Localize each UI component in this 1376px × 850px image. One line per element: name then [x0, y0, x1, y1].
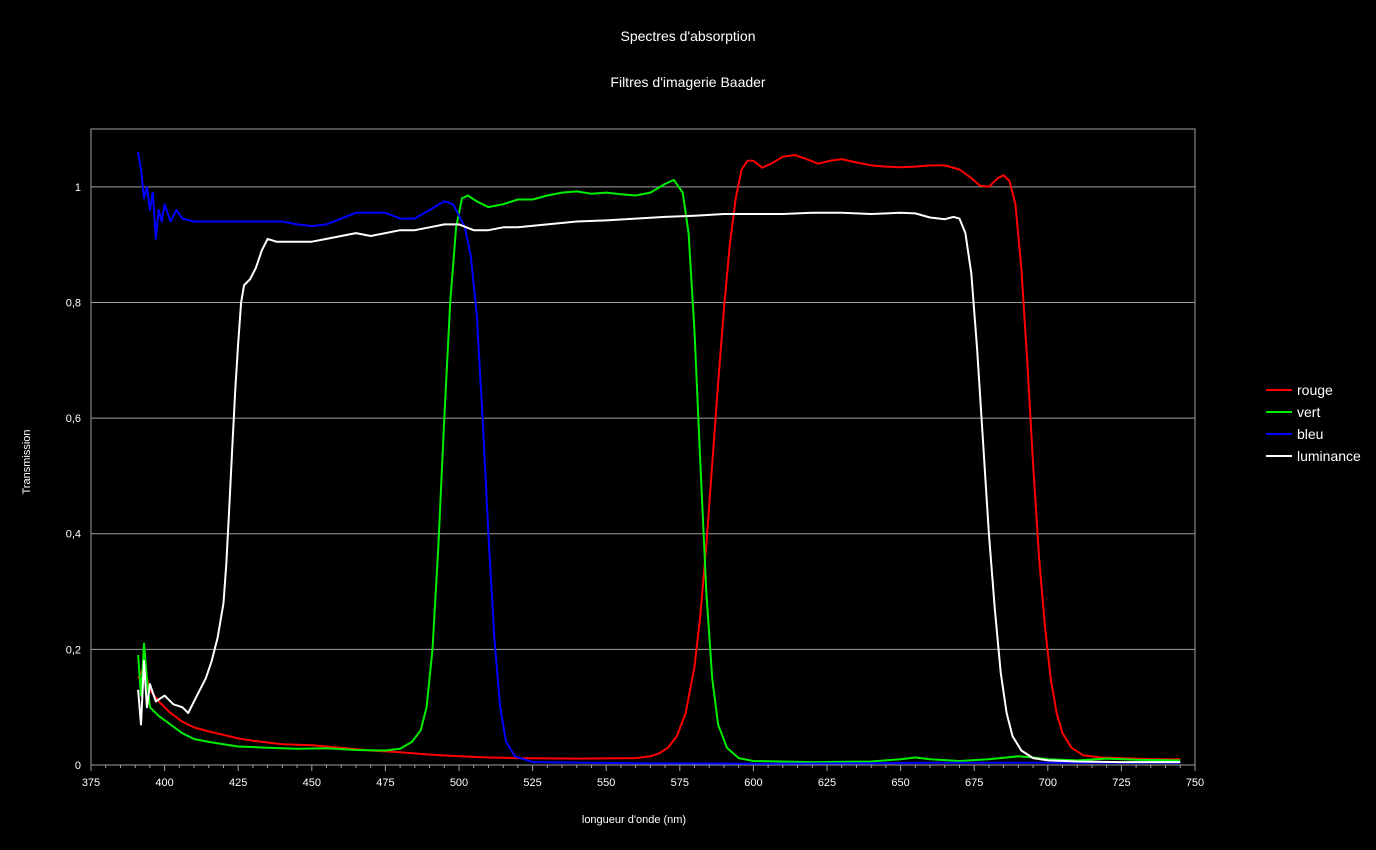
y-tick-label: 0,8	[66, 297, 81, 309]
series-line-vert	[137, 178, 1181, 764]
y-tick-label: 1	[75, 182, 81, 194]
series-line-rouge	[137, 154, 1181, 761]
x-tick-label: 500	[450, 777, 468, 789]
legend-label: vert	[1297, 404, 1320, 420]
x-tick-label: 625	[818, 777, 836, 789]
x-tick-label: 700	[1039, 777, 1057, 789]
chart-subtitle: Filtres d'imagerie Baader	[610, 74, 766, 90]
y-tick-label: 0,4	[66, 529, 81, 541]
series-line-bleu	[137, 151, 1181, 765]
legend-label: luminance	[1297, 448, 1361, 464]
x-tick-label: 675	[965, 777, 983, 789]
x-tick-label: 600	[744, 777, 762, 789]
x-tick-label: 550	[597, 777, 615, 789]
x-tick-label: 575	[671, 777, 689, 789]
x-tick-label: 425	[229, 777, 247, 789]
x-tick-label: 525	[523, 777, 541, 789]
plot-frame	[90, 128, 1196, 766]
x-tick-label: 650	[891, 777, 909, 789]
axes: 0 0,2 0,4 0,6 0,8 1 375 400 425 450 475 500 525 550 57…	[66, 182, 1204, 789]
x-axis-label: longueur d'onde (nm)	[582, 814, 686, 826]
x-tick-label: 400	[155, 777, 173, 789]
y-axis-label: Transmission	[21, 430, 33, 495]
x-tick-label: 450	[303, 777, 321, 789]
legend-label: bleu	[1297, 426, 1323, 442]
legend-label: rouge	[1297, 382, 1333, 398]
series-lines	[137, 151, 1181, 765]
y-tick-label: 0,6	[66, 413, 81, 425]
legend: rouge vert bleu luminance	[1266, 382, 1361, 464]
y-tick-label: 0,2	[66, 644, 81, 656]
y-tick-label: 0	[75, 760, 81, 772]
grid-lines	[91, 186, 1195, 650]
x-tick-label: 375	[82, 777, 100, 789]
x-tick-label: 475	[376, 777, 394, 789]
series-line-luminance	[137, 211, 1181, 764]
x-tick-label: 750	[1186, 777, 1204, 789]
chart-title: Spectres d'absorption	[621, 28, 756, 44]
x-tick-label: 725	[1112, 777, 1130, 789]
